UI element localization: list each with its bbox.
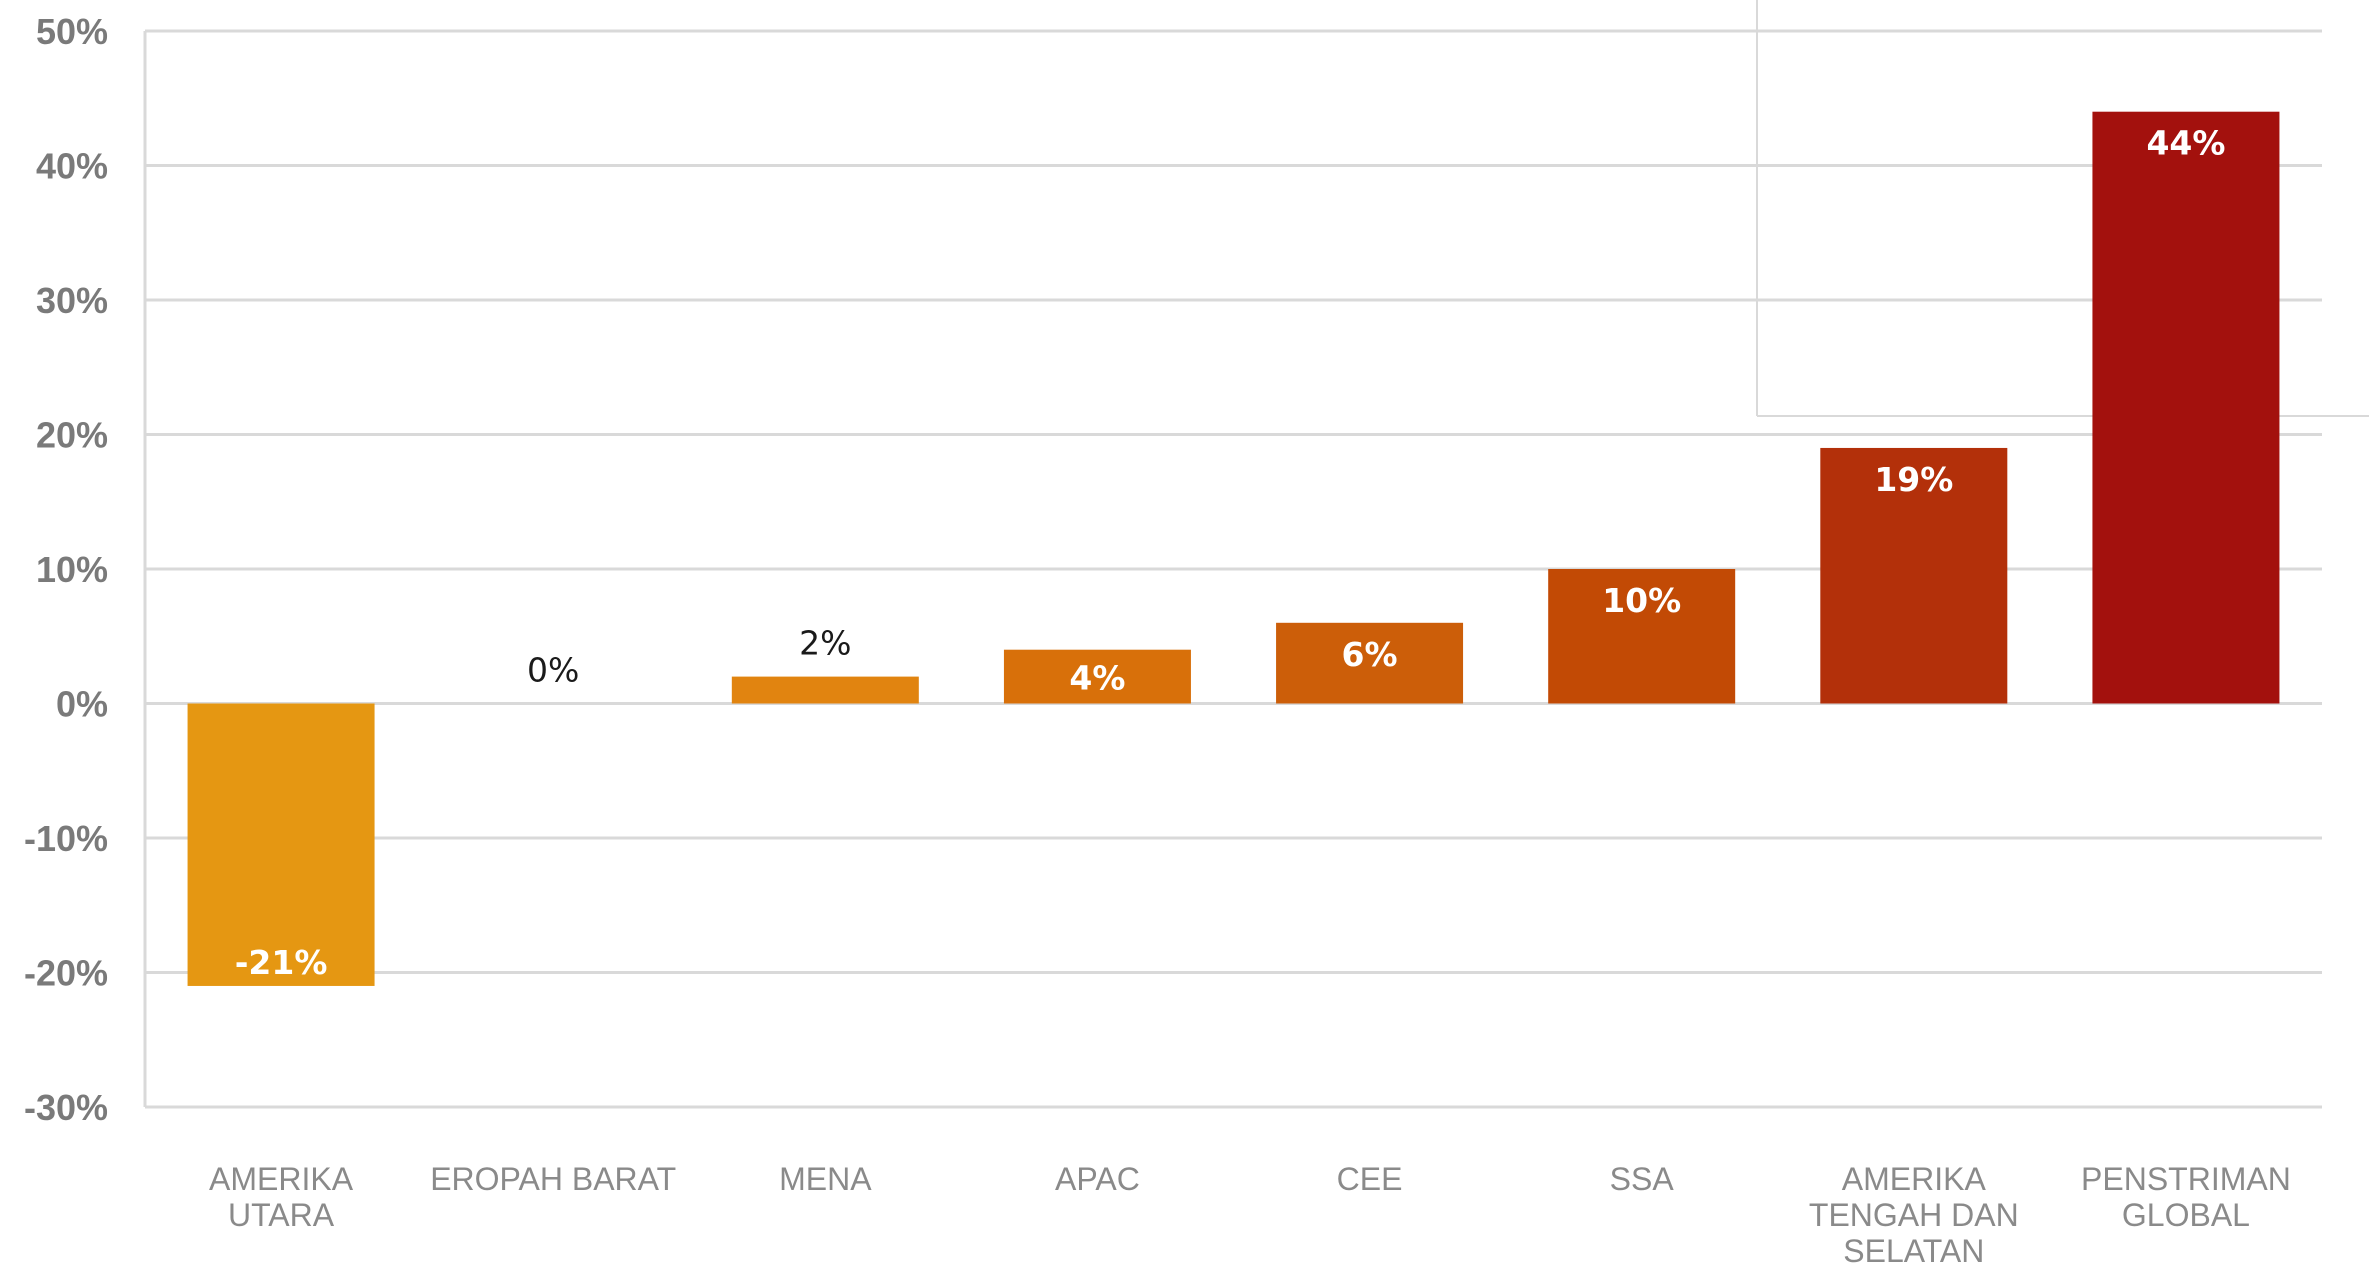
bar — [1276, 622, 1464, 704]
x-tick-label-line: GLOBAL — [2122, 1197, 2250, 1233]
data-label: 6% — [1342, 635, 1398, 674]
data-label: 0% — [527, 651, 579, 690]
x-tick-label-line: CEE — [1337, 1161, 1403, 1197]
x-tick-label: SSA — [1610, 1161, 1675, 1197]
x-tick-label: CEE — [1337, 1161, 1403, 1197]
data-label: 44% — [2146, 124, 2225, 163]
x-tick-label-line: APAC — [1055, 1161, 1140, 1197]
y-tick-label: 10% — [36, 549, 108, 590]
y-axis: 50% 40% 30% 20% 10% 0% -10% -20% -30% — [24, 11, 147, 1128]
x-tick-label-line: SELATAN — [1843, 1233, 1984, 1267]
y-tick-label: 40% — [36, 146, 108, 187]
x-tick-label-line: EROPAH BARAT — [430, 1161, 676, 1197]
bar — [1820, 447, 2008, 704]
y-tick-label: -10% — [24, 818, 108, 859]
x-tick-label-line: TENGAH DAN — [1809, 1197, 2019, 1233]
x-tick-label-line: SSA — [1610, 1161, 1675, 1197]
data-label: 10% — [1602, 581, 1681, 620]
data-label: 4% — [1069, 659, 1125, 698]
y-tick-label: 20% — [36, 415, 108, 456]
x-tick-label: MENA — [779, 1161, 872, 1197]
y-tick-label: 30% — [36, 280, 108, 321]
x-tick-label-line: PENSTRIMAN — [2081, 1161, 2291, 1197]
data-label: 2% — [799, 624, 851, 663]
data-label: 19% — [1874, 460, 1953, 499]
bar — [187, 703, 375, 986]
bar — [2092, 111, 2280, 704]
y-tick-label: 50% — [36, 11, 108, 52]
x-tick-label: EROPAH BARAT — [430, 1161, 676, 1197]
x-tick-label: APAC — [1055, 1161, 1140, 1197]
x-tick-label-line: MENA — [779, 1161, 872, 1197]
x-tick-label: AMERIKA UTARA — [209, 1161, 354, 1233]
x-tick-label: PENSTRIMAN GLOBAL — [2081, 1161, 2291, 1233]
x-tick-label-line: AMERIKA — [1842, 1161, 1987, 1197]
data-label: -21% — [235, 943, 328, 982]
y-tick-label: -30% — [24, 1087, 108, 1128]
bar — [1003, 649, 1191, 704]
x-tick-label-line: AMERIKA — [209, 1161, 354, 1197]
x-tick-label: AMERIKA TENGAH DAN SELATAN — [1809, 1161, 2019, 1267]
bars — [187, 111, 2280, 986]
bar — [731, 676, 919, 704]
gridlines — [145, 29, 2322, 1109]
y-tick-label: -20% — [24, 953, 108, 994]
x-tick-label-line: UTARA — [228, 1197, 335, 1233]
bar — [1548, 569, 1736, 704]
y-tick-label: 0% — [56, 684, 108, 725]
data-labels: -21% 0% 2% 4% 6% 10% 19% 44% — [235, 124, 2226, 982]
